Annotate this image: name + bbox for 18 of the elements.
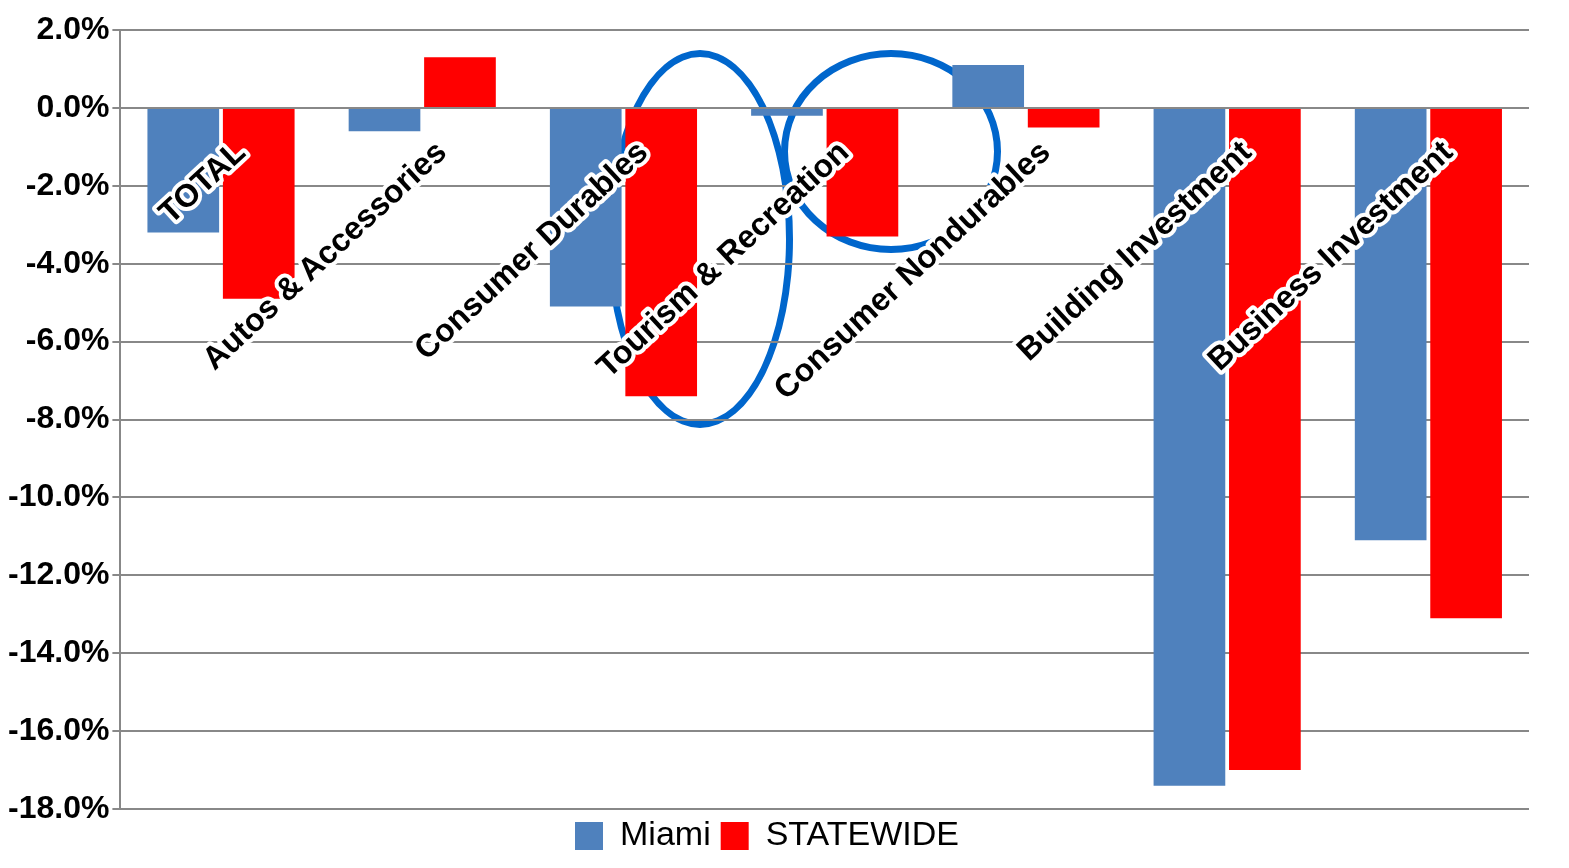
y-tick-label: -6.0% bbox=[25, 321, 110, 358]
y-tick-label: -8.0% bbox=[25, 399, 110, 436]
y-tick-label: -18.0% bbox=[8, 788, 110, 825]
y-tick-label: -12.0% bbox=[8, 555, 110, 592]
bar bbox=[348, 108, 421, 132]
y-tick-label: -4.0% bbox=[25, 243, 110, 280]
legend-label: STATEWIDE bbox=[765, 814, 959, 853]
y-tick-label: -14.0% bbox=[8, 633, 110, 670]
y-tick-label: 2.0% bbox=[36, 9, 110, 46]
bar bbox=[751, 108, 823, 116]
y-tick-label: -10.0% bbox=[8, 477, 110, 514]
legend-label: Miami bbox=[620, 814, 711, 853]
y-tick-label: 0.0% bbox=[36, 87, 110, 124]
y-tick-label: -2.0% bbox=[25, 165, 110, 202]
bar bbox=[952, 65, 1025, 107]
y-tick-label: -16.0% bbox=[8, 710, 110, 747]
bar bbox=[424, 57, 496, 107]
bar bbox=[1027, 108, 1100, 128]
